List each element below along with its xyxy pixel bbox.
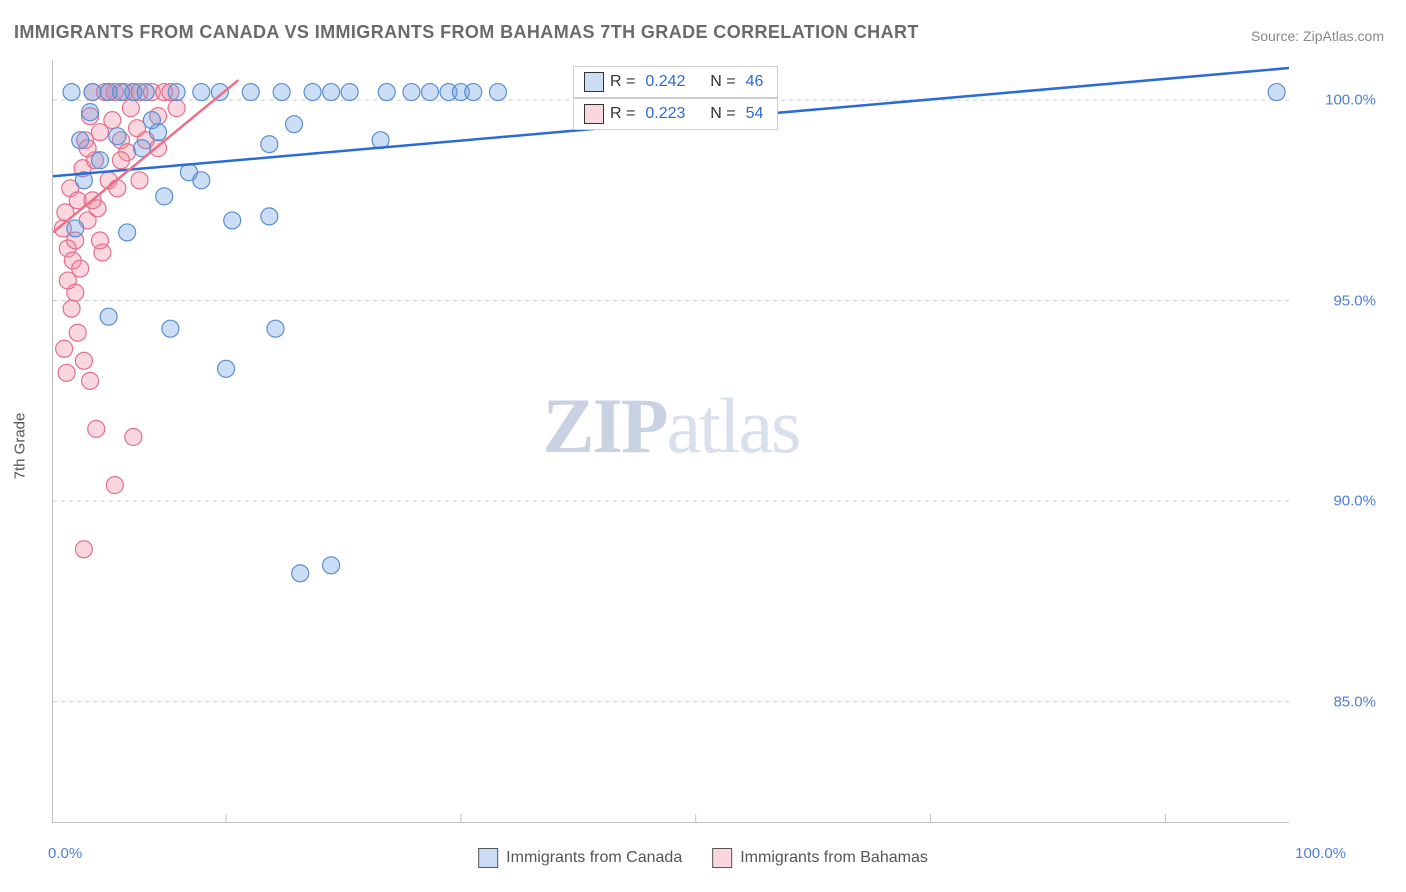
r-value-blue: 0.242 xyxy=(645,73,685,91)
stats-box-blue: R = 0.242 N = 46 xyxy=(573,66,778,98)
n-value-pink: 54 xyxy=(746,105,764,123)
legend-swatch-blue-icon xyxy=(478,848,498,868)
n-value-blue: 46 xyxy=(746,73,764,91)
chart-title: IMMIGRANTS FROM CANADA VS IMMIGRANTS FRO… xyxy=(14,22,919,43)
plot-svg xyxy=(53,60,1289,822)
plot-area: ZIPatlas R = 0.242 N = 46 R = 0.223 N = … xyxy=(52,60,1289,823)
legend-swatch-pink-icon xyxy=(712,848,732,868)
stats-box-pink: R = 0.223 N = 54 xyxy=(573,98,778,130)
legend-label-blue: Immigrants from Canada xyxy=(506,849,682,867)
r-label: R = xyxy=(610,105,635,123)
legend-item-pink: Immigrants from Bahamas xyxy=(712,848,928,868)
r-value-pink: 0.223 xyxy=(645,105,685,123)
legend-label-pink: Immigrants from Bahamas xyxy=(740,849,928,867)
source-name: ZipAtlas.com xyxy=(1303,28,1384,44)
swatch-blue-icon xyxy=(584,72,604,92)
source-attribution: Source: ZipAtlas.com xyxy=(1251,28,1384,44)
y-axis-label: 7th Grade xyxy=(12,413,29,480)
r-label: R = xyxy=(610,73,635,91)
bottom-legend: Immigrants from Canada Immigrants from B… xyxy=(478,848,928,868)
y-tick-85: 85.0% xyxy=(1333,693,1376,710)
y-tick-90: 90.0% xyxy=(1333,493,1376,510)
y-tick-95: 95.0% xyxy=(1333,292,1376,309)
x-tick-0: 0.0% xyxy=(48,845,82,862)
source-prefix: Source: xyxy=(1251,28,1303,44)
y-tick-100: 100.0% xyxy=(1325,92,1376,109)
legend-item-blue: Immigrants from Canada xyxy=(478,848,682,868)
x-tick-100: 100.0% xyxy=(1295,845,1346,862)
swatch-pink-icon xyxy=(584,104,604,124)
n-label: N = xyxy=(710,105,735,123)
n-label: N = xyxy=(710,73,735,91)
chart-container: IMMIGRANTS FROM CANADA VS IMMIGRANTS FRO… xyxy=(0,0,1406,892)
